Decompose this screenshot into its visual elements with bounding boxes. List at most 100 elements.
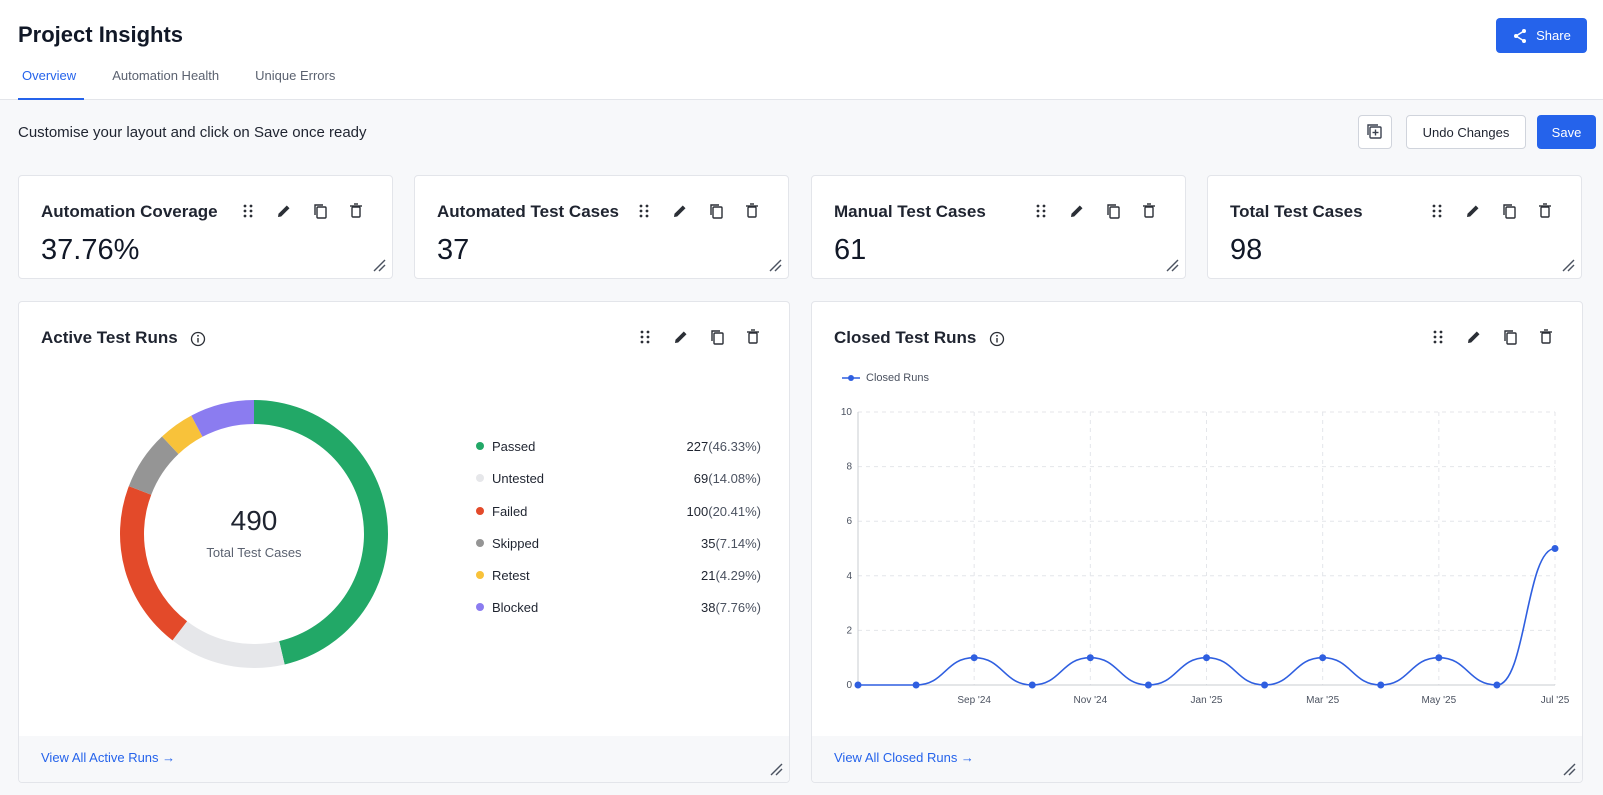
drag-handle-icon[interactable] bbox=[1428, 202, 1446, 220]
save-button[interactable]: Save bbox=[1537, 115, 1596, 149]
legend-label: Blocked bbox=[492, 599, 539, 615]
donut-slice-untested[interactable] bbox=[172, 621, 285, 668]
x-tick-label: Sep '24 bbox=[957, 695, 991, 706]
y-tick-label: 6 bbox=[846, 516, 852, 527]
legend-item-retest[interactable]: Retest 21 (4.29%) bbox=[476, 565, 761, 585]
edit-icon[interactable] bbox=[1068, 202, 1086, 220]
drag-handle-icon[interactable] bbox=[1032, 202, 1050, 220]
legend-label: Retest bbox=[492, 567, 530, 583]
drag-handle-icon[interactable] bbox=[1429, 328, 1447, 346]
duplicate-icon[interactable] bbox=[1501, 328, 1519, 346]
duplicate-icon[interactable] bbox=[708, 328, 726, 346]
resize-handle-icon[interactable] bbox=[1562, 762, 1576, 776]
resize-handle-icon[interactable] bbox=[1165, 258, 1179, 272]
data-point[interactable] bbox=[912, 681, 920, 689]
duplicate-icon[interactable] bbox=[311, 202, 329, 220]
data-point[interactable] bbox=[970, 654, 978, 662]
view-all-closed-runs-link[interactable]: View All Closed Runs → bbox=[834, 750, 974, 765]
donut-chart bbox=[120, 400, 388, 668]
data-point[interactable] bbox=[854, 681, 862, 689]
legend-count: 38 bbox=[701, 599, 716, 615]
delete-icon[interactable] bbox=[347, 202, 365, 220]
donut-slice-failed[interactable] bbox=[120, 486, 188, 641]
share-button[interactable]: Share bbox=[1496, 18, 1587, 53]
data-point[interactable] bbox=[1319, 654, 1327, 662]
stat-card-title: Automation Coverage bbox=[41, 202, 218, 221]
stat-card-title: Total Test Cases bbox=[1230, 202, 1363, 221]
donut-slice-blocked[interactable] bbox=[191, 400, 254, 437]
duplicate-icon[interactable] bbox=[1500, 202, 1518, 220]
drag-handle-icon[interactable] bbox=[239, 202, 257, 220]
info-icon[interactable] bbox=[989, 331, 1005, 347]
data-point[interactable] bbox=[1377, 681, 1385, 689]
view-all-active-runs-link[interactable]: View All Active Runs → bbox=[41, 750, 176, 765]
tab-automation-health[interactable]: Automation Health bbox=[112, 68, 220, 83]
stat-card-automation-coverage: Automation Coverage 37.76% bbox=[18, 175, 393, 279]
stat-card-value: 37.76% bbox=[41, 234, 140, 266]
info-icon[interactable] bbox=[190, 331, 206, 347]
page-title: Project Insights bbox=[18, 22, 184, 47]
donut-total-label: Total Test Cases bbox=[206, 545, 302, 560]
delete-icon[interactable] bbox=[1536, 202, 1554, 220]
legend-item-untested[interactable]: Untested 69 (14.08%) bbox=[476, 468, 761, 488]
legend-dot bbox=[476, 539, 484, 547]
resize-handle-icon[interactable] bbox=[768, 258, 782, 272]
legend-dot bbox=[476, 442, 484, 450]
legend-dot bbox=[476, 507, 484, 515]
data-point[interactable] bbox=[1086, 654, 1094, 662]
closed-runs-line-chart: 0 2 4 6 8 10 Sep '24 Nov '24 Jan '25 Mar '25 May '… bbox=[841, 407, 1570, 706]
data-point[interactable] bbox=[1493, 681, 1501, 689]
edit-icon[interactable] bbox=[275, 202, 293, 220]
legend-item-passed[interactable]: Passed 227 (46.33%) bbox=[476, 436, 761, 456]
data-point[interactable] bbox=[1261, 681, 1269, 689]
edit-icon[interactable] bbox=[1465, 328, 1483, 346]
data-point[interactable] bbox=[1435, 654, 1443, 662]
data-point[interactable] bbox=[1028, 681, 1036, 689]
data-point[interactable] bbox=[1144, 681, 1152, 689]
edit-icon[interactable] bbox=[671, 202, 689, 220]
legend-label: Untested bbox=[492, 470, 545, 486]
add-widget-button[interactable] bbox=[1358, 115, 1392, 149]
drag-handle-icon[interactable] bbox=[635, 202, 653, 220]
legend-label: Skipped bbox=[492, 535, 539, 551]
data-point[interactable] bbox=[1203, 654, 1210, 662]
legend-dot bbox=[476, 474, 484, 482]
y-tick-label: 8 bbox=[846, 462, 852, 473]
x-tick-label: Jul '25 bbox=[1541, 695, 1570, 706]
series-line-closed-runs bbox=[858, 547, 1556, 686]
data-point[interactable] bbox=[1551, 545, 1559, 552]
card-tools bbox=[239, 202, 365, 220]
card-footer: View All Closed Runs → bbox=[812, 736, 1582, 782]
delete-icon[interactable] bbox=[743, 202, 761, 220]
closed-runs-title-row: Closed Test Runs bbox=[834, 328, 1005, 348]
legend-item-failed[interactable]: Failed 100 (20.41%) bbox=[476, 501, 761, 521]
legend-count: 69 bbox=[693, 470, 709, 486]
donut-slice-passed[interactable] bbox=[254, 400, 388, 665]
card-tools bbox=[636, 328, 762, 346]
tab-unique-errors[interactable]: Unique Errors bbox=[255, 68, 336, 83]
legend-count: 21 bbox=[701, 567, 716, 583]
legend-item-blocked[interactable]: Blocked 38 (7.76%) bbox=[476, 597, 761, 617]
resize-handle-icon[interactable] bbox=[1561, 258, 1575, 272]
tab-overview[interactable]: Overview bbox=[18, 66, 85, 100]
legend-line-marker bbox=[842, 375, 860, 381]
y-tick-label: 0 bbox=[846, 680, 852, 691]
legend-dot bbox=[476, 571, 484, 579]
drag-handle-icon[interactable] bbox=[636, 328, 654, 346]
edit-icon[interactable] bbox=[672, 328, 690, 346]
donut-slice-retest[interactable] bbox=[162, 415, 203, 455]
delete-icon[interactable] bbox=[1140, 202, 1158, 220]
duplicate-icon[interactable] bbox=[707, 202, 725, 220]
legend-item-skipped[interactable]: Skipped 35 (7.14%) bbox=[476, 533, 761, 553]
donut-slice-skipped[interactable] bbox=[128, 436, 179, 495]
edit-icon[interactable] bbox=[1464, 202, 1482, 220]
share-icon bbox=[1514, 28, 1527, 43]
undo-changes-button[interactable]: Undo Changes bbox=[1406, 115, 1526, 149]
resize-handle-icon[interactable] bbox=[372, 258, 386, 272]
delete-icon[interactable] bbox=[1537, 328, 1555, 346]
delete-icon[interactable] bbox=[744, 328, 762, 346]
duplicate-icon[interactable] bbox=[1104, 202, 1122, 220]
y-tick-label: 4 bbox=[846, 571, 852, 582]
x-tick-label: Jan '25 bbox=[1191, 695, 1223, 706]
resize-handle-icon[interactable] bbox=[769, 762, 783, 776]
